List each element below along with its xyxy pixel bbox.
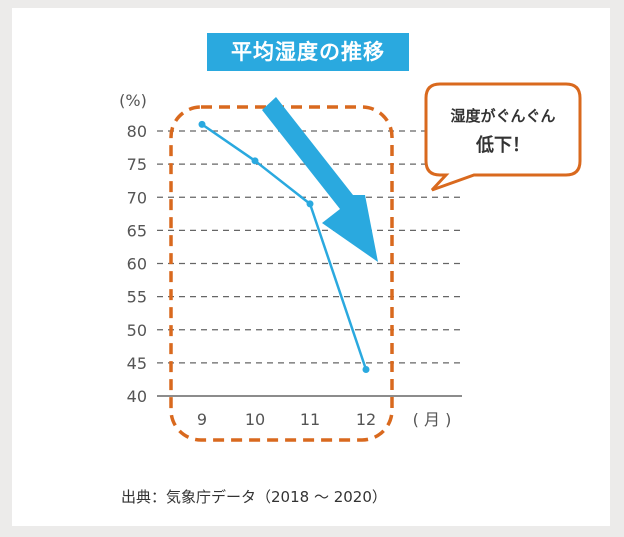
x-tick-label: 12: [356, 410, 376, 429]
y-tick-label: 40: [127, 387, 147, 406]
callout-line2: 低下！: [475, 134, 530, 156]
downward-arrow: [262, 97, 378, 262]
x-tick-label: 10: [245, 410, 265, 429]
data-point: [251, 157, 259, 165]
source-note: 出典：気象庁データ（2018 〜 2020）: [121, 488, 387, 506]
y-axis-unit: (%): [119, 91, 147, 110]
x-axis-unit: ( 月 ): [413, 410, 452, 429]
data-point: [198, 120, 206, 128]
data-point: [306, 200, 314, 208]
y-tick-label: 70: [127, 188, 147, 207]
y-tick-label: 80: [127, 122, 147, 141]
x-tick-label: 9: [197, 410, 207, 429]
series-line: [201, 123, 368, 370]
y-tick-label: 75: [127, 155, 147, 174]
humidity-series: [198, 120, 370, 373]
chart-title: 平均湿度の推移: [207, 33, 409, 71]
callout-line1: 湿度がぐんぐん: [450, 107, 555, 125]
x-tick-label: 11: [300, 410, 320, 429]
grid-lines: [157, 130, 462, 397]
x-axis-ticks: 9 10 11 12: [197, 410, 376, 429]
y-tick-label: 55: [127, 288, 147, 307]
y-tick-label: 60: [127, 255, 147, 274]
y-axis-ticks: 40 45 50 55 60 65 70 75 80: [127, 122, 147, 406]
y-tick-label: 50: [127, 321, 147, 340]
highlight-box: [169, 105, 394, 442]
y-tick-label: 65: [127, 221, 147, 240]
data-point: [362, 366, 370, 373]
callout-bubble: 湿度がぐんぐん 低下！: [424, 82, 582, 192]
y-tick-label: 45: [127, 354, 147, 373]
